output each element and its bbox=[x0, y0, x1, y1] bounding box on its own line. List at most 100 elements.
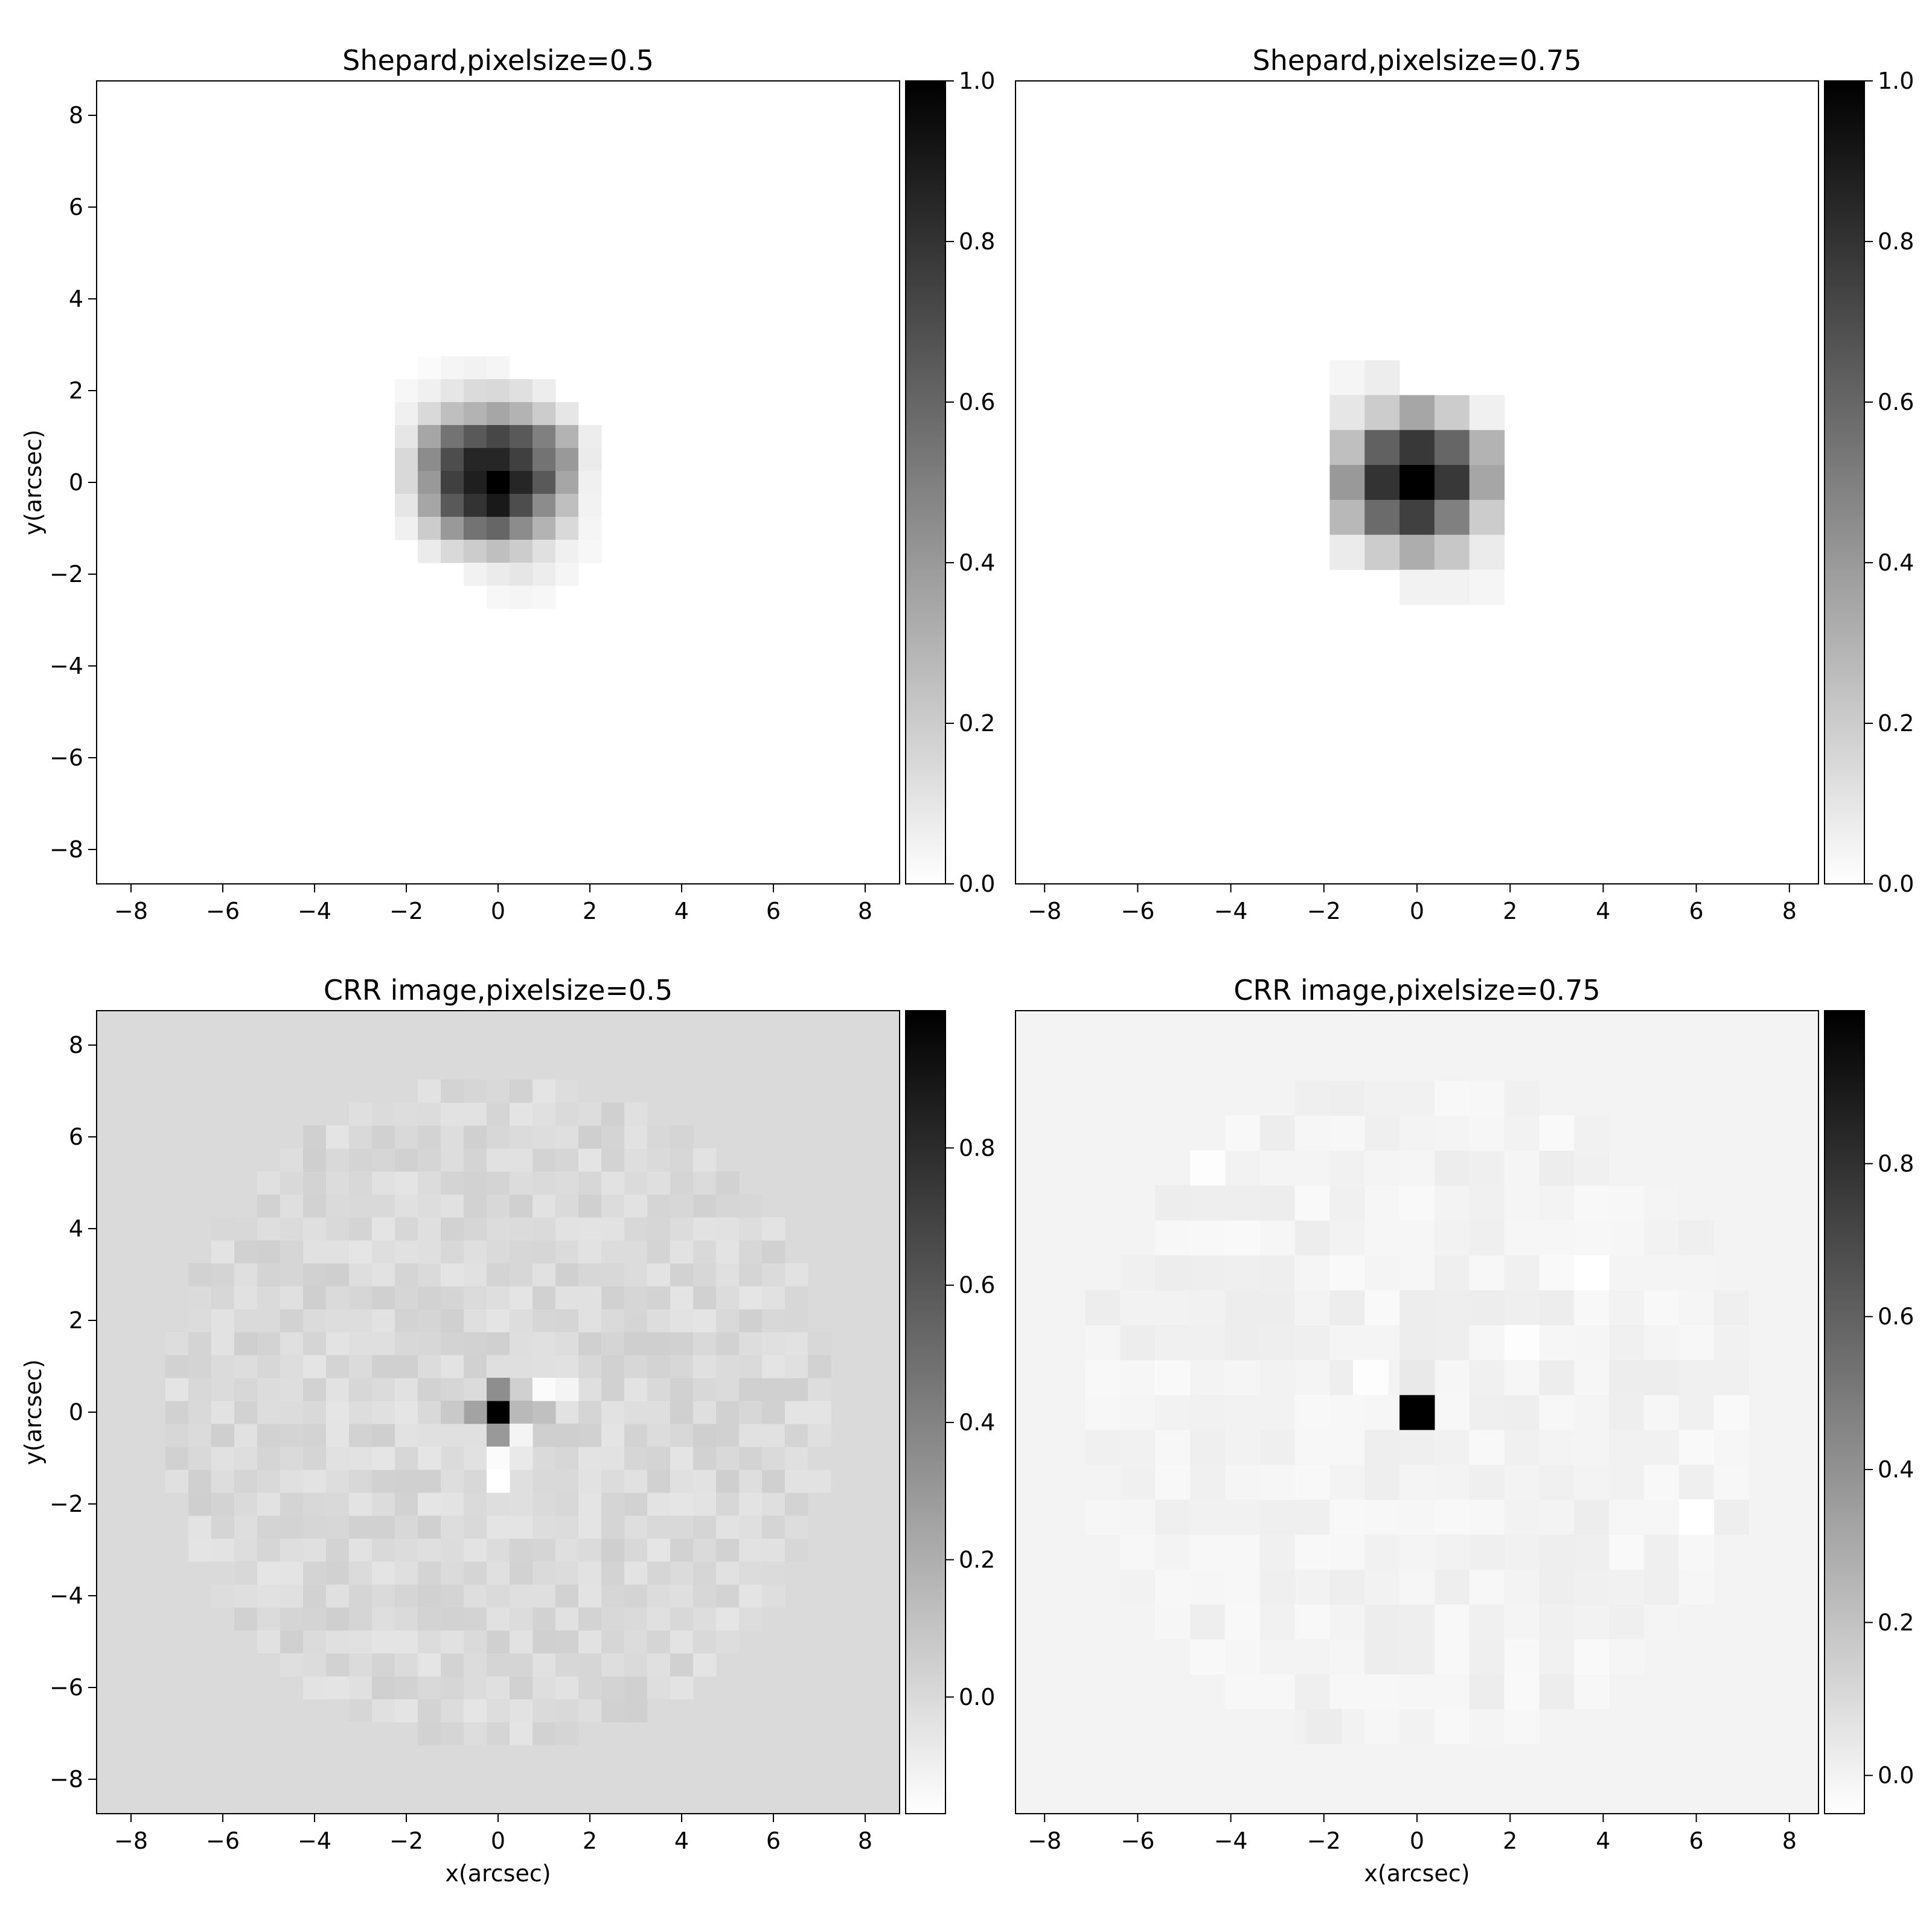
image-pixel bbox=[1469, 1115, 1505, 1151]
image-pixel bbox=[510, 425, 533, 449]
image-pixel bbox=[257, 1447, 281, 1470]
image-pixel bbox=[326, 1653, 350, 1677]
image-pixel bbox=[280, 1401, 304, 1424]
image-pixel bbox=[441, 1309, 464, 1332]
image-pixel bbox=[1155, 1220, 1191, 1256]
image-pixel bbox=[578, 1470, 602, 1493]
image-pixel bbox=[464, 1332, 487, 1355]
image-pixel bbox=[762, 1538, 785, 1562]
image-pixel bbox=[1224, 1150, 1261, 1186]
image-pixel bbox=[1329, 1220, 1365, 1256]
image-pixel bbox=[1643, 1360, 1680, 1395]
image-pixel bbox=[418, 1194, 441, 1218]
image-pixel bbox=[487, 1584, 510, 1608]
image-pixel bbox=[1574, 1674, 1610, 1710]
image-pixel bbox=[1469, 1185, 1505, 1221]
image-pixel bbox=[395, 1515, 418, 1539]
image-pixel bbox=[349, 1538, 373, 1562]
image-pixel bbox=[372, 1125, 395, 1149]
image-pixel bbox=[1399, 1674, 1435, 1710]
image-pixel bbox=[487, 1515, 510, 1539]
image-pixel bbox=[1609, 1429, 1645, 1465]
image-pixel bbox=[785, 1332, 808, 1355]
image-pixel bbox=[670, 1263, 694, 1287]
image-pixel bbox=[464, 1378, 487, 1401]
y-axis-label: y(arcsec) bbox=[20, 1359, 46, 1465]
image-pixel bbox=[670, 1447, 694, 1470]
image-pixel bbox=[395, 1378, 418, 1401]
image-pixel bbox=[762, 1217, 785, 1241]
image-pixel bbox=[441, 1240, 464, 1264]
image-pixel bbox=[716, 1584, 740, 1608]
image-pixel bbox=[1224, 1464, 1261, 1500]
image-pixel bbox=[280, 1607, 304, 1631]
image-pixel bbox=[1399, 1325, 1435, 1360]
image-pixel bbox=[647, 1561, 671, 1585]
image-pixel bbox=[1259, 1674, 1296, 1710]
image-pixel bbox=[188, 1286, 212, 1310]
image-pixel bbox=[464, 517, 487, 540]
image-pixel bbox=[510, 448, 533, 472]
colorbar-tick-label: 0.6 bbox=[959, 389, 995, 415]
chart-title: CRR image,pixelsize=0.5 bbox=[324, 974, 673, 1006]
image-pixel bbox=[624, 1699, 648, 1722]
image-pixel bbox=[716, 1355, 740, 1378]
image-pixel bbox=[441, 1080, 464, 1103]
x-tick-label: −6 bbox=[1121, 1828, 1154, 1854]
image-pixel bbox=[1364, 1395, 1400, 1430]
image-pixel bbox=[601, 1263, 625, 1287]
image-pixel bbox=[326, 1217, 350, 1241]
image-pixel bbox=[1294, 1220, 1331, 1256]
image-pixel bbox=[647, 1653, 671, 1677]
image-pixel bbox=[624, 1240, 648, 1264]
image-pixel bbox=[441, 1401, 464, 1424]
image-pixel bbox=[1155, 1360, 1191, 1395]
image-pixel bbox=[464, 1240, 487, 1264]
image-pixel bbox=[1329, 1639, 1365, 1675]
image-pixel bbox=[1434, 1429, 1470, 1465]
image-pixel bbox=[578, 540, 602, 563]
image-pixel bbox=[762, 1515, 785, 1539]
image-pixel bbox=[716, 1447, 740, 1470]
image-pixel bbox=[280, 1286, 304, 1310]
image-pixel bbox=[211, 1470, 235, 1493]
image-pixel bbox=[441, 1125, 464, 1149]
image-pixel bbox=[578, 494, 602, 517]
image-pixel bbox=[441, 1332, 464, 1355]
colorbar bbox=[1824, 1010, 1865, 1814]
y-tick-label: −6 bbox=[50, 744, 83, 771]
image-pixel bbox=[418, 425, 441, 449]
image-pixel bbox=[1434, 1325, 1470, 1360]
image-pixel bbox=[785, 1470, 808, 1493]
image-pixel bbox=[1469, 430, 1505, 465]
image-pixel bbox=[1329, 1080, 1365, 1116]
image-pixel bbox=[1574, 1255, 1610, 1291]
colorbar-tick-label: 0.8 bbox=[1878, 228, 1914, 255]
image-pixel bbox=[418, 1470, 441, 1493]
image-pixel bbox=[762, 1263, 785, 1287]
x-tick-label: 4 bbox=[674, 898, 689, 924]
image-pixel bbox=[533, 1538, 556, 1562]
image-pixel bbox=[1364, 1255, 1400, 1291]
image-pixel bbox=[464, 1286, 487, 1310]
image-pixel bbox=[762, 1470, 785, 1493]
image-pixel bbox=[624, 1630, 648, 1654]
image-pixel bbox=[418, 1447, 441, 1470]
image-pixel bbox=[418, 1699, 441, 1722]
image-pixel bbox=[1224, 1325, 1261, 1360]
image-pixel bbox=[555, 1584, 579, 1608]
image-pixel bbox=[693, 1630, 717, 1654]
image-pixel bbox=[1609, 1150, 1645, 1186]
image-pixel bbox=[1434, 1499, 1470, 1535]
image-pixel bbox=[165, 1401, 189, 1424]
image-pixel bbox=[441, 1653, 464, 1677]
image-pixel bbox=[1469, 1290, 1505, 1326]
image-pixel bbox=[211, 1401, 235, 1424]
image-pixel bbox=[1190, 1290, 1226, 1326]
image-pixel bbox=[188, 1515, 212, 1539]
image-pixel bbox=[464, 1653, 487, 1677]
image-pixel bbox=[372, 1332, 395, 1355]
y-tick-label: 0 bbox=[69, 1399, 83, 1425]
image-pixel bbox=[624, 1515, 648, 1539]
image-pixel bbox=[280, 1332, 304, 1355]
